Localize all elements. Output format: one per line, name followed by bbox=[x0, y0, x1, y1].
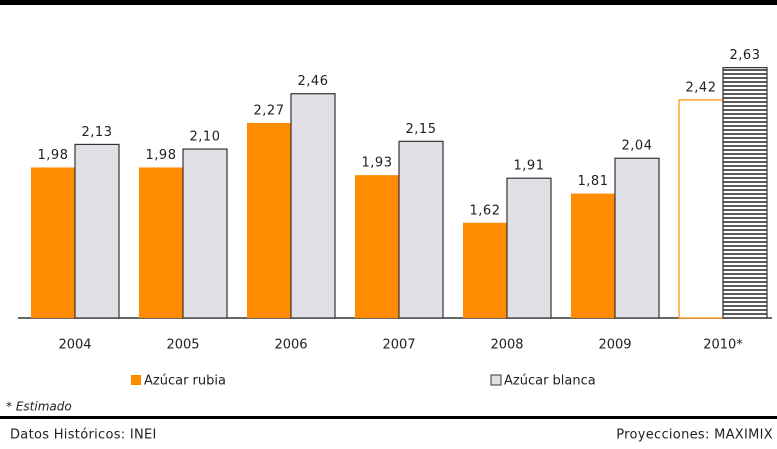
x-tick-label: 2008 bbox=[490, 338, 523, 353]
legend-label: Azúcar blanca bbox=[504, 374, 596, 389]
value-label: 1,91 bbox=[514, 159, 545, 174]
bar bbox=[247, 122, 291, 319]
top-rule bbox=[0, 0, 777, 5]
value-label: 2,13 bbox=[82, 125, 113, 140]
bar bbox=[139, 167, 183, 318]
value-label: 1,98 bbox=[38, 148, 69, 163]
value-label: 2,15 bbox=[406, 122, 437, 137]
bar bbox=[74, 143, 120, 319]
legend-swatch bbox=[131, 375, 141, 385]
value-label: 2,42 bbox=[686, 80, 717, 95]
x-tick-label: 2006 bbox=[274, 338, 307, 353]
source-left: Datos Históricos: INEI bbox=[10, 428, 157, 443]
value-label: 2,46 bbox=[298, 74, 329, 89]
note: * Estimado bbox=[6, 400, 72, 414]
x-tick-label: 2004 bbox=[58, 338, 91, 353]
bar bbox=[182, 148, 228, 319]
value-label: 2,10 bbox=[190, 130, 221, 145]
legend-label: Azúcar rubia bbox=[144, 374, 226, 389]
bar bbox=[506, 177, 552, 319]
x-tick-label: 2007 bbox=[382, 338, 415, 353]
bar bbox=[678, 99, 724, 319]
bar bbox=[571, 193, 615, 318]
value-label: 1,62 bbox=[470, 203, 501, 218]
x-tick-label: 2005 bbox=[166, 338, 199, 353]
x-tick-label: 2010* bbox=[703, 338, 743, 353]
value-label: 1,98 bbox=[146, 148, 177, 163]
value-label: 2,04 bbox=[622, 139, 653, 154]
value-label: 2,27 bbox=[254, 103, 285, 118]
bar bbox=[290, 93, 336, 319]
bar bbox=[614, 157, 660, 319]
source-right: Proyecciones: MAXIMIX bbox=[616, 428, 773, 443]
bar bbox=[398, 140, 444, 319]
footer-rule bbox=[0, 416, 777, 419]
bar bbox=[463, 222, 507, 318]
x-tick-label: 2009 bbox=[598, 338, 631, 353]
legend-swatch bbox=[490, 374, 502, 386]
bar bbox=[355, 175, 399, 318]
value-label: 1,93 bbox=[362, 156, 393, 171]
value-label: 2,63 bbox=[730, 48, 761, 63]
bar bbox=[722, 67, 768, 319]
bar bbox=[31, 167, 75, 318]
value-label: 1,81 bbox=[578, 174, 609, 189]
